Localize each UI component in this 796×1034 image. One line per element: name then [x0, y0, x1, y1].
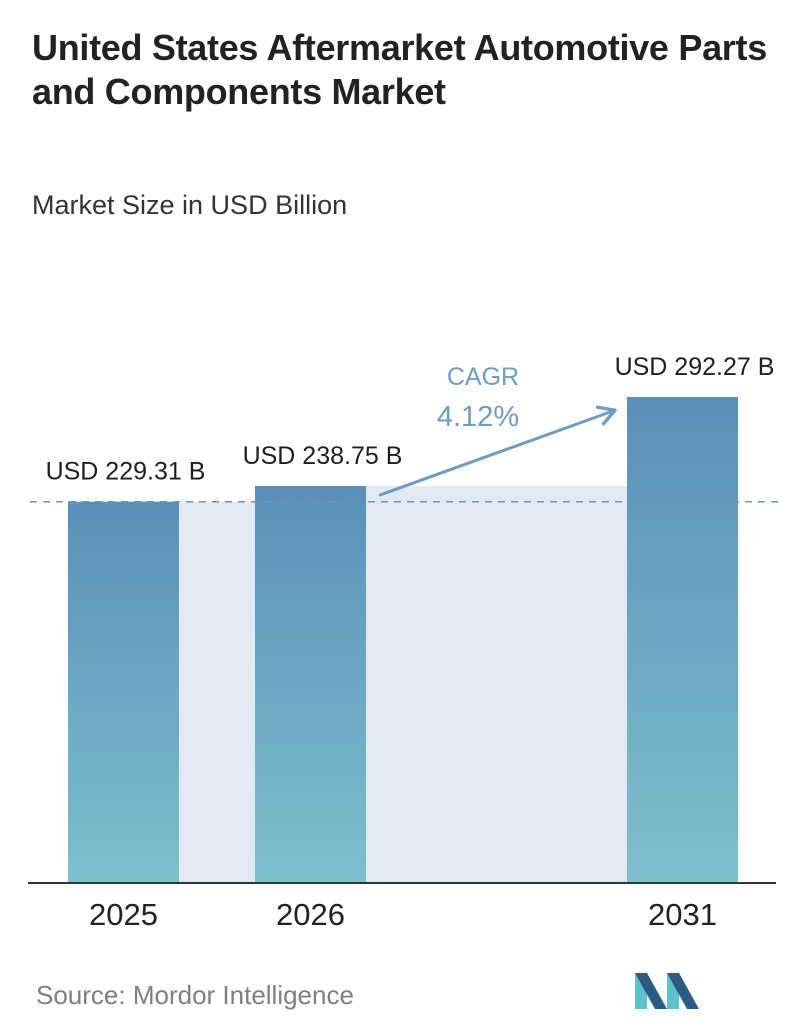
bars-group [68, 397, 738, 883]
chart-subtitle: Market Size in USD Billion [32, 190, 348, 220]
data-label-2031: USD 292.27 B [615, 353, 775, 381]
connector-band [179, 501, 255, 883]
connector-band [366, 485, 627, 883]
data-label-2026: USD 238.75 B [243, 442, 403, 470]
x-tick-labels-group: 2025 2026 2031 [89, 897, 717, 932]
cagr-value: 4.12% [437, 401, 519, 433]
chart-title: United States Aftermarket Automotive Par… [32, 27, 767, 112]
cagr-label: CAGR [447, 363, 519, 391]
x-tick-2026: 2026 [276, 897, 345, 932]
bar-2026 [255, 485, 366, 883]
bar-chart: USD 229.31 B USD 238.75 B USD 292.27 B 202… [28, 353, 778, 932]
logo-left-diagonal [635, 973, 667, 1009]
data-labels-group: USD 229.31 B USD 238.75 B USD 292.27 B [46, 353, 775, 486]
logo-right-diagonal [667, 973, 699, 1009]
mordor-intelligence-logo-icon [635, 973, 699, 1009]
x-tick-2025: 2025 [89, 897, 158, 932]
connector-bands [179, 485, 627, 883]
x-tick-2031: 2031 [648, 897, 717, 932]
bar-2031 [627, 397, 738, 883]
data-label-2025: USD 229.31 B [46, 458, 206, 486]
bar-2025 [68, 501, 179, 883]
source-note: Source: Mordor Intelligence [36, 980, 354, 1010]
cagr-arrow [378, 405, 617, 497]
